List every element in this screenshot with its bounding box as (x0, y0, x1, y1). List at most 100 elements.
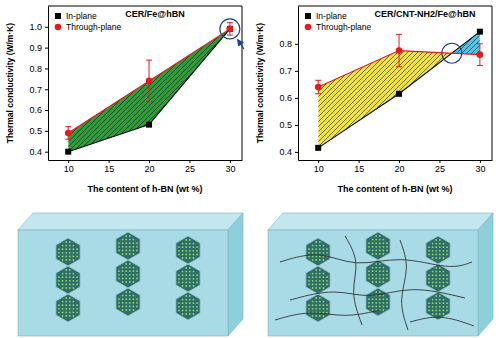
filler-dot (386, 274, 388, 276)
filler-dot (443, 246, 445, 248)
filler-dot (372, 298, 374, 300)
filler-dot (323, 284, 325, 286)
filler-dot (193, 250, 195, 252)
filler-dot (129, 274, 131, 276)
filler-dot (122, 246, 124, 248)
tick-mark (45, 89, 48, 90)
filler-dot (69, 241, 71, 243)
filler-dot (58, 252, 60, 254)
filler-dot (323, 308, 325, 310)
legend-label: Through-plane (316, 22, 372, 32)
plot-area (315, 29, 483, 151)
filler-dot (129, 242, 131, 244)
filler-dot (136, 306, 138, 308)
filler-dot (193, 254, 195, 256)
filler-dot (178, 246, 180, 248)
filler-dot (136, 270, 138, 272)
filler-dot (312, 308, 314, 310)
data-point (65, 130, 72, 137)
filler-dot (65, 308, 67, 310)
error-cap (146, 101, 152, 102)
tick-label: 0.4 (279, 147, 292, 157)
filler-dot (432, 306, 434, 308)
filler-dot (428, 310, 430, 312)
filler-dot (196, 246, 198, 248)
filler-dot (125, 309, 127, 311)
filler-dot (312, 259, 314, 261)
filler-dot (379, 253, 381, 255)
error-cap (477, 65, 483, 66)
filler-dot (185, 243, 187, 245)
filler-dot (185, 282, 187, 284)
filler-dot (193, 313, 195, 315)
filler-dot (375, 235, 377, 237)
filler-dot (122, 253, 124, 255)
filler-dot (185, 274, 187, 276)
filler-dot (62, 259, 64, 261)
filler-dot (65, 297, 67, 299)
filler-dot (182, 278, 184, 280)
filler-dot (383, 309, 385, 311)
filler-hexagon (176, 236, 200, 264)
filler-dot (178, 282, 180, 284)
filler-dot (122, 295, 124, 297)
filler-dot (65, 287, 67, 289)
filler-dot (133, 298, 135, 300)
filler-dot (118, 274, 120, 276)
filler-dot (323, 259, 325, 261)
filler-dot (62, 287, 64, 289)
filler-dot (379, 267, 381, 269)
filler-dot (122, 306, 124, 308)
filler-dot (73, 256, 75, 258)
filler-dot (65, 304, 67, 306)
filler-dot (308, 280, 310, 282)
filler-dot (129, 246, 131, 248)
filler-dot (428, 250, 430, 252)
filler-dot (73, 304, 75, 306)
filler-dot (129, 270, 131, 272)
filler-dot (439, 310, 441, 312)
filler-dot (62, 315, 64, 317)
filler-dot (375, 263, 377, 265)
filler-dot (69, 304, 71, 306)
filler-dot (379, 246, 381, 248)
filler-dot (315, 280, 317, 282)
filler-dot (125, 270, 127, 272)
legend-marker (305, 13, 311, 19)
filler-dot (129, 278, 131, 280)
tick-label: 25 (185, 164, 195, 174)
filler-dot (379, 250, 381, 252)
filler-dot (368, 274, 370, 276)
legend-marker (55, 24, 62, 31)
filler-dot (368, 250, 370, 252)
filler-dot (432, 278, 434, 280)
filler-dot (432, 282, 434, 284)
filler-dot (189, 306, 191, 308)
error-cap (227, 35, 233, 36)
filler-dot (319, 315, 321, 317)
tick-label: 0.4 (29, 147, 42, 157)
filler-dot (58, 304, 60, 306)
filler-dot (129, 253, 131, 255)
filler-dot (189, 282, 191, 284)
tick-label: 0.8 (279, 39, 292, 49)
filler-dot (182, 302, 184, 304)
filler-dot (379, 242, 381, 244)
filler-dot (69, 280, 71, 282)
filler-dot (379, 270, 381, 272)
tick-mark (480, 160, 481, 163)
filler-dot (118, 302, 120, 304)
filler-dot (182, 310, 184, 312)
data-point (315, 145, 321, 151)
filler-dot (129, 291, 131, 293)
filler-dot (428, 278, 430, 280)
filler-dot (118, 306, 120, 308)
filler-dot (189, 310, 191, 312)
filler-dot (62, 304, 64, 306)
filler-dot (193, 306, 195, 308)
filler-dot (122, 274, 124, 276)
filler-hexagon (366, 288, 390, 316)
axis-line (299, 160, 493, 161)
tick-mark (230, 160, 231, 163)
x-axis-title: The content of h-BN (wt %) (88, 184, 203, 194)
